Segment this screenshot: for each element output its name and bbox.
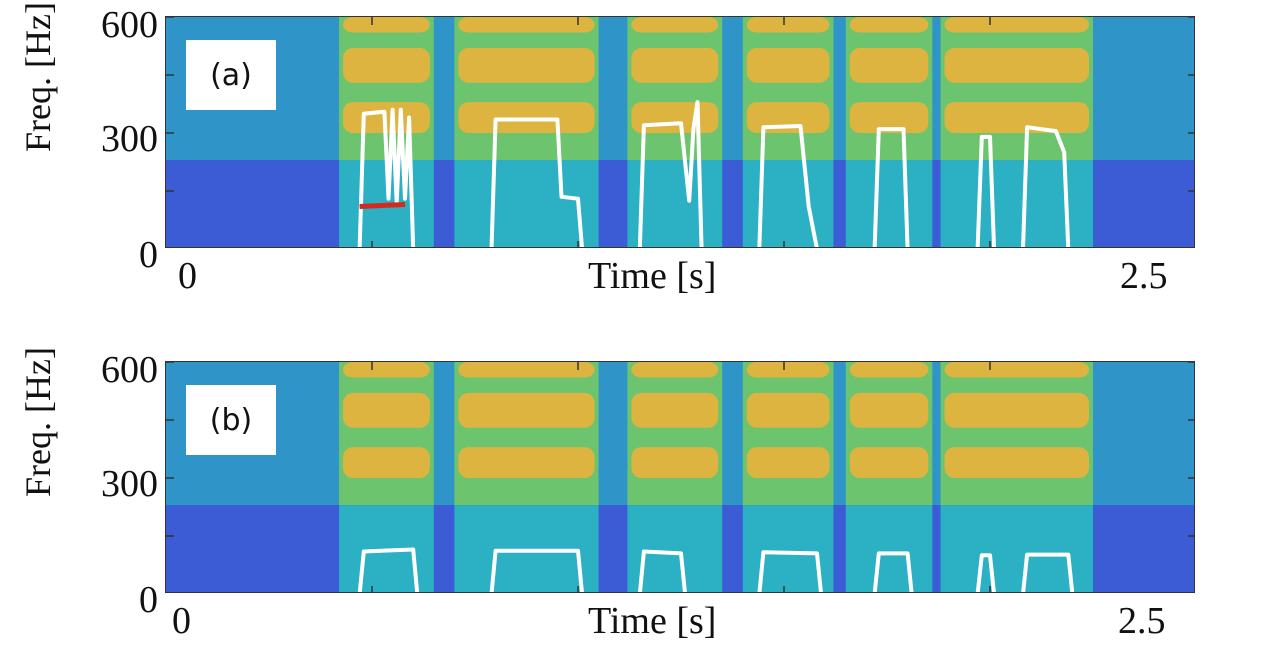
speech-lowband-4 [845,505,933,592]
track-series-0 [357,547,1075,592]
speech-lowband-4 [845,160,933,247]
speech-region-5 [940,362,1093,506]
formant-band-4-0 [849,362,929,378]
xtick-0: 0 [172,600,191,642]
speech-region-1 [454,17,599,161]
formant-band-3-2 [746,447,830,478]
spectrogram-svg-b [166,362,1194,592]
formant-band-2-1 [631,392,719,428]
formant-band-1-1 [458,392,595,428]
ytick-600: 600 [101,349,158,391]
formant-band-3-0 [746,362,830,378]
ytick-0: 0 [139,579,158,621]
formant-band-0-2 [343,447,430,478]
formant-band-3-0 [746,17,830,33]
formant-band-1-0 [458,362,595,378]
spectrogram-svg-a [166,17,1194,247]
formant-band-1-2 [458,447,595,478]
panel-b: (b) 600 300 0 Freq. [Hz] 0 Time [s] 2.5 [0,345,1280,665]
formant-band-4-1 [849,392,929,428]
speech-lowband-1 [454,160,599,247]
formant-band-5-0 [944,17,1089,33]
formant-band-3-1 [746,47,830,83]
speech-region-3 [742,362,834,506]
x-axis-label: Time [s] [588,255,717,297]
ytick-600: 600 [101,4,158,46]
speech-region-5 [940,17,1093,161]
x-axis-label: Time [s] [588,600,717,642]
ytick-0: 0 [139,234,158,276]
y-axis-label: Freq. [Hz] [18,347,58,497]
formant-band-4-2 [849,447,929,478]
formant-band-5-1 [944,392,1089,428]
formant-band-2-0 [631,362,719,378]
formant-band-4-2 [849,102,929,133]
formant-band-5-0 [944,362,1089,378]
formant-band-0-0 [343,362,430,378]
formant-band-2-0 [631,17,719,33]
speech-region-4 [845,362,933,506]
speech-lowband-1 [454,505,599,592]
spectrogram-plot-b [165,361,1195,593]
formant-band-5-2 [944,447,1089,478]
speech-lowband-3 [742,160,834,247]
formant-band-2-1 [631,47,719,83]
panel-a: (a) 600 300 0 Freq. [Hz] 0 Time [s] 2.5 [0,0,1280,320]
formant-band-0-1 [343,392,430,428]
panel-label-b: (b) [186,385,276,455]
formant-band-2-2 [631,447,719,478]
ytick-300: 300 [101,463,158,505]
formant-band-3-1 [746,392,830,428]
speech-region-1 [454,362,599,506]
formant-band-5-1 [944,47,1089,83]
speech-lowband-5 [940,505,1093,592]
xtick-2-5: 2.5 [1120,255,1168,297]
speech-lowband-0 [339,505,434,592]
speech-region-3 [742,17,834,161]
formant-band-4-0 [849,17,929,33]
formant-band-1-0 [458,17,595,33]
formant-band-5-2 [944,102,1089,133]
xtick-0: 0 [178,255,197,297]
ytick-300: 300 [101,118,158,160]
speech-region-4 [845,17,933,161]
speech-region-0 [339,362,434,506]
formant-band-0-1 [343,47,430,83]
speech-region-2 [627,362,723,506]
speech-lowband-5 [940,160,1093,247]
track-series-1 [359,202,406,209]
xtick-2-5: 2.5 [1118,600,1166,642]
y-axis-label: Freq. [Hz] [18,2,58,152]
formant-band-0-0 [343,17,430,33]
formant-band-4-1 [849,47,929,83]
spectrogram-plot-a [165,16,1195,248]
formant-band-1-1 [458,47,595,83]
track-series-0 [357,100,1071,247]
panel-label-a: (a) [186,40,276,110]
